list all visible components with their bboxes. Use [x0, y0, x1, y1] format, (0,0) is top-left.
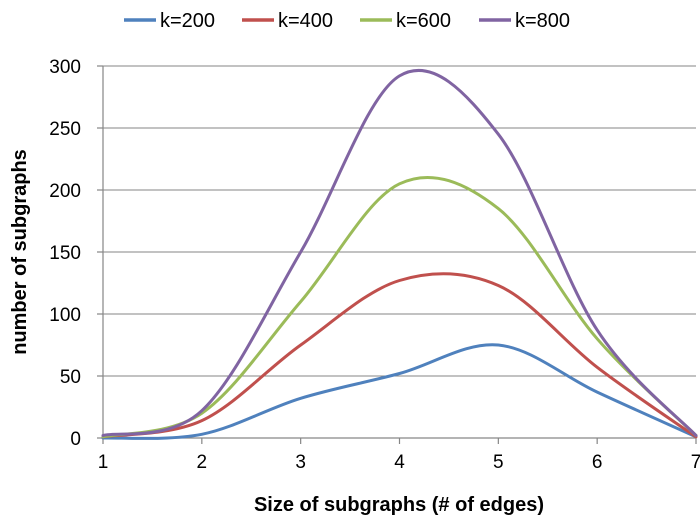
y-axis-ticks: 0 50 100 150 200 250 300: [49, 57, 103, 450]
series-line-k800: [101, 68, 698, 437]
x-axis-title: Size of subgraphs (# of edges): [254, 494, 544, 516]
y-tick-label: 300: [49, 57, 81, 78]
y-tick-label: 0: [70, 429, 81, 450]
x-tick-label: 5: [493, 452, 504, 473]
legend-label: k=200: [160, 10, 215, 32]
legend-label: k=800: [515, 10, 570, 32]
x-axis-ticks: 1 2 3 4 5 6 7: [98, 438, 700, 473]
legend-label: k=400: [278, 10, 333, 32]
legend-label: k=600: [396, 10, 451, 32]
legend: k=200 k=400 k=600 k=800: [124, 10, 570, 32]
grid: [103, 65, 696, 377]
series-line-k400: [101, 272, 698, 439]
series-line-k200: [101, 343, 698, 440]
x-tick-label: 2: [197, 452, 208, 473]
y-tick-label: 150: [49, 243, 81, 264]
y-tick-label: 50: [60, 367, 81, 388]
series-line-k600: [101, 175, 698, 439]
y-axis-title: number of subgraphs: [9, 149, 31, 355]
series-lines: [101, 68, 698, 440]
x-tick-label: 7: [691, 452, 700, 473]
y-tick-label: 250: [49, 119, 81, 140]
x-tick-label: 6: [592, 452, 603, 473]
y-tick-label: 200: [49, 181, 81, 202]
y-tick-label: 100: [49, 305, 81, 326]
x-tick-label: 4: [394, 452, 405, 473]
x-tick-label: 1: [98, 452, 109, 473]
x-tick-label: 3: [295, 452, 306, 473]
